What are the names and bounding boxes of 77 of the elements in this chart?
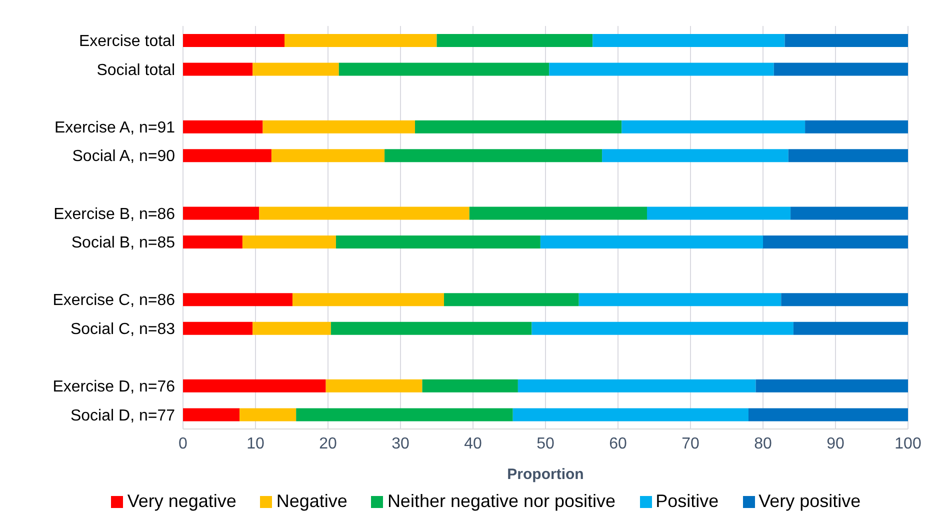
y-tick-label: Exercise B, n=86 bbox=[54, 206, 176, 223]
x-axis-title: Proportion bbox=[507, 466, 584, 483]
bar bbox=[259, 206, 470, 220]
bar bbox=[240, 408, 296, 422]
bar bbox=[252, 322, 331, 335]
bar bbox=[296, 408, 513, 422]
bar bbox=[518, 379, 756, 392]
bar bbox=[444, 293, 579, 306]
y-tick-label: Exercise A, n=91 bbox=[54, 119, 176, 136]
legend-label: Very negative bbox=[127, 491, 236, 511]
legend-label: Negative bbox=[276, 491, 348, 511]
bar bbox=[183, 322, 253, 335]
x-tick-label: 0 bbox=[178, 435, 188, 452]
x-tick-label: 50 bbox=[536, 435, 554, 452]
x-tick-label: 80 bbox=[754, 435, 772, 452]
x-tick-label: 20 bbox=[319, 435, 337, 452]
bar bbox=[183, 34, 284, 47]
bar bbox=[422, 379, 518, 392]
bar bbox=[336, 236, 540, 248]
bar bbox=[578, 293, 782, 306]
bar bbox=[330, 322, 532, 335]
x-tick-label: 30 bbox=[392, 435, 410, 452]
x-tick-label: 70 bbox=[682, 435, 700, 452]
bar bbox=[436, 34, 593, 47]
bar bbox=[292, 293, 444, 306]
bar bbox=[415, 120, 622, 134]
y-tick-label: Exercise total bbox=[78, 33, 175, 50]
bar bbox=[592, 34, 785, 47]
bar bbox=[271, 149, 385, 162]
bar bbox=[183, 236, 242, 248]
bar bbox=[183, 206, 260, 220]
bar bbox=[549, 62, 774, 76]
bar bbox=[788, 149, 908, 162]
y-tick-label: Exercise C, n=86 bbox=[52, 292, 176, 310]
bar bbox=[183, 120, 263, 134]
bar bbox=[790, 206, 908, 220]
bar bbox=[756, 379, 908, 392]
bar bbox=[326, 379, 422, 392]
y-tick-label: Exercise D, n=76 bbox=[52, 378, 176, 396]
y-tick-label: Social C, n=83 bbox=[70, 320, 176, 338]
bar bbox=[793, 322, 908, 335]
bar bbox=[183, 149, 272, 162]
bar bbox=[647, 206, 791, 220]
bar bbox=[252, 62, 339, 76]
bar bbox=[384, 149, 602, 162]
bar bbox=[512, 408, 748, 422]
bar bbox=[748, 408, 908, 422]
y-tick-label: Social A, n=90 bbox=[72, 148, 176, 166]
bar bbox=[284, 34, 437, 47]
bar bbox=[602, 149, 788, 162]
bar bbox=[763, 236, 908, 248]
bar bbox=[469, 206, 647, 220]
legend-label: Neither negative nor positive bbox=[387, 491, 616, 511]
bar bbox=[781, 293, 908, 306]
bar bbox=[242, 236, 336, 248]
bar bbox=[784, 34, 908, 47]
y-tick-label: Social D, n=77 bbox=[70, 407, 176, 424]
x-tick-label: 100 bbox=[894, 435, 922, 452]
bar bbox=[338, 62, 550, 76]
bar bbox=[774, 62, 908, 76]
bar bbox=[183, 379, 326, 392]
x-tick-label: 40 bbox=[464, 435, 482, 452]
x-tick-label: 90 bbox=[826, 435, 844, 452]
bar bbox=[183, 408, 240, 422]
bar bbox=[622, 120, 806, 134]
bar bbox=[183, 293, 292, 306]
y-tick-label: Social B, n=85 bbox=[71, 234, 176, 252]
legend-label: Positive bbox=[656, 491, 719, 511]
bar bbox=[540, 236, 763, 248]
bar bbox=[183, 62, 253, 76]
bar bbox=[805, 120, 908, 134]
x-tick-label: 10 bbox=[246, 435, 264, 452]
bar bbox=[532, 322, 794, 335]
legend-label: Very positive bbox=[758, 491, 861, 511]
x-tick-label: 60 bbox=[609, 435, 627, 452]
bar bbox=[262, 120, 415, 134]
y-tick-label: Social total bbox=[96, 62, 175, 79]
